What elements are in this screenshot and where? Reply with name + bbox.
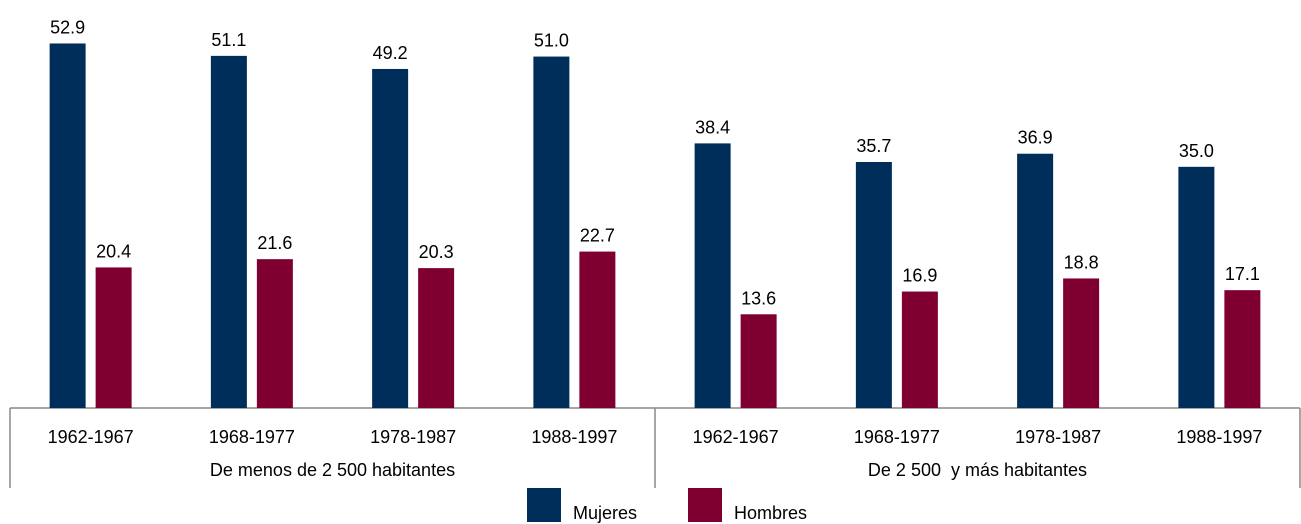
bar bbox=[901, 291, 938, 408]
value-label: 13.6 bbox=[741, 288, 776, 308]
bar bbox=[579, 251, 616, 408]
bar bbox=[256, 259, 293, 408]
bar bbox=[372, 68, 409, 408]
value-label: 38.4 bbox=[695, 117, 730, 137]
bar bbox=[694, 143, 731, 408]
value-label: 49.2 bbox=[373, 43, 408, 63]
x-tick-label: 1968-1977 bbox=[854, 427, 940, 447]
bar bbox=[210, 55, 247, 409]
value-label: 22.7 bbox=[580, 226, 615, 246]
value-label: 16.9 bbox=[902, 266, 937, 286]
legend-swatch bbox=[527, 488, 561, 522]
group-label: De 2 500 y más habitantes bbox=[868, 460, 1087, 480]
legend-swatch bbox=[688, 488, 722, 522]
bar bbox=[1017, 153, 1054, 408]
value-label: 35.0 bbox=[1179, 141, 1214, 161]
x-tick-label: 1962-1967 bbox=[693, 427, 779, 447]
legend-label: Hombres bbox=[734, 503, 807, 523]
group-label: De menos de 2 500 habitantes bbox=[210, 460, 455, 480]
value-label: 20.4 bbox=[96, 241, 131, 261]
value-label: 35.7 bbox=[856, 136, 891, 156]
bar bbox=[1224, 290, 1261, 408]
bar bbox=[49, 43, 86, 408]
bar bbox=[740, 314, 777, 408]
bar bbox=[1178, 166, 1215, 408]
value-label: 51.1 bbox=[211, 30, 246, 50]
x-tick-label: 1988-1997 bbox=[531, 427, 617, 447]
value-label: 17.1 bbox=[1225, 264, 1260, 284]
value-label: 21.6 bbox=[257, 233, 292, 253]
x-tick-label: 1962-1967 bbox=[48, 427, 134, 447]
bar bbox=[1063, 278, 1100, 408]
bar bbox=[533, 56, 570, 409]
bar bbox=[95, 267, 132, 408]
x-tick-label: 1988-1997 bbox=[1176, 427, 1262, 447]
value-label: 18.8 bbox=[1064, 252, 1099, 272]
value-label: 36.9 bbox=[1018, 128, 1053, 148]
legend-label: Mujeres bbox=[573, 503, 637, 523]
bar bbox=[855, 161, 892, 408]
x-tick-label: 1978-1987 bbox=[370, 427, 456, 447]
value-label: 51.0 bbox=[534, 31, 569, 51]
value-label: 52.9 bbox=[50, 17, 85, 37]
x-tick-label: 1978-1987 bbox=[1015, 427, 1101, 447]
value-label: 20.3 bbox=[419, 242, 454, 262]
x-tick-label: 1968-1977 bbox=[209, 427, 295, 447]
bar bbox=[418, 268, 455, 408]
